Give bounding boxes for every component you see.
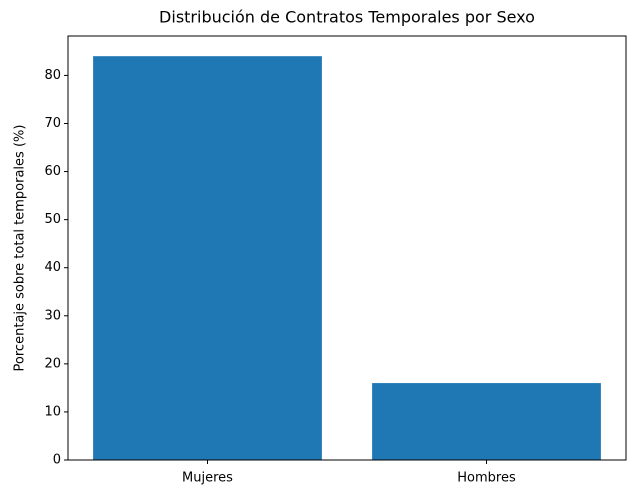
y-tick-label: 70 <box>44 116 61 131</box>
chart-title: Distribución de Contratos Temporales por… <box>159 8 535 27</box>
x-tick-label: Mujeres <box>182 471 233 486</box>
y-tick-label: 10 <box>44 404 61 419</box>
bar <box>93 56 322 460</box>
y-tick-label: 30 <box>44 308 61 323</box>
y-tick-label: 50 <box>44 212 61 227</box>
x-tick-label: Hombres <box>457 471 516 486</box>
plot-frame <box>67 35 627 461</box>
y-tick-label: 60 <box>44 164 61 179</box>
bar <box>372 383 601 460</box>
y-tick-label: 40 <box>44 260 61 275</box>
y-axis-label: Porcentaje sobre total temporales (%) <box>13 125 28 372</box>
y-tick-label: 20 <box>44 356 61 371</box>
y-tick-label: 80 <box>44 68 61 83</box>
y-tick-label: 0 <box>53 453 61 468</box>
